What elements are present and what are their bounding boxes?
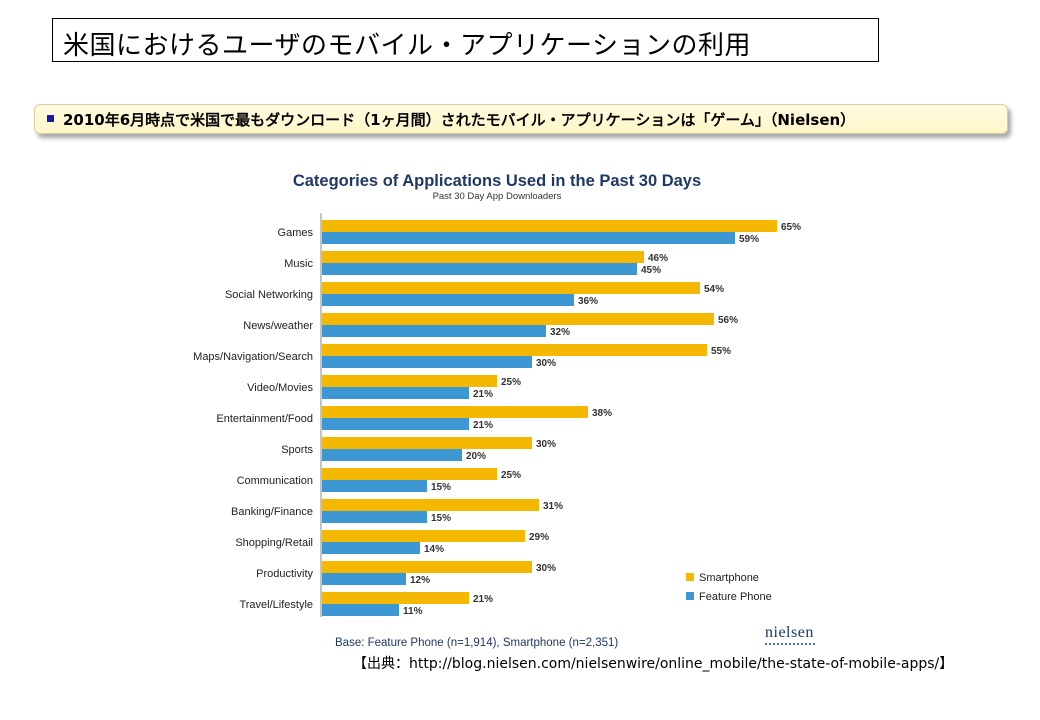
value-label-smartphone-shopping-retail: 29% (529, 532, 549, 543)
value-label-smartphone-video-movies: 25% (501, 377, 521, 388)
bar-smartphone-communication (322, 468, 497, 480)
chart-subtitle: Past 30 Day App Downloaders (433, 191, 562, 202)
square-bullet-icon (47, 115, 54, 122)
value-label-smartphone-maps-navigation-search: 55% (711, 346, 731, 357)
bar-smartphone-maps-navigation-search (322, 344, 707, 356)
bar-smartphone-sports (322, 437, 532, 449)
category-label-news-weather: News/weather (243, 320, 313, 332)
page-title: 米国におけるユーザのモバイル・アプリケーションの利用 (63, 31, 751, 61)
category-label-banking-finance: Banking/Finance (231, 506, 313, 518)
value-label-feature-phone-travel-lifestyle: 11% (403, 606, 423, 617)
category-label-productivity: Productivity (256, 568, 313, 580)
value-label-feature-phone-social-networking: 36% (578, 296, 598, 307)
logo-underline (765, 643, 815, 645)
value-label-feature-phone-games: 59% (739, 234, 759, 245)
bar-smartphone-games (322, 220, 777, 232)
bar-feature-phone-maps-navigation-search (322, 356, 532, 368)
bars-group: Games 65% 59% Music 46%45% Social Networking 5… (193, 220, 801, 617)
value-label-feature-phone-video-movies: 21% (473, 389, 493, 400)
value-label-smartphone-news-weather: 56% (718, 315, 738, 326)
value-label-smartphone-communication: 25% (501, 470, 521, 481)
banner-text: 2010年6月時点で米国で最もダウンロード（1ヶ月間）されたモバイル・アプリケー… (63, 111, 856, 129)
chart-title: Categories of Applications Used in the P… (293, 172, 701, 190)
chart-footnote: Base: Feature Phone (n=1,914), Smartphon… (335, 637, 618, 649)
bar-smartphone-shopping-retail (322, 530, 525, 542)
bar-feature-phone-social-networking (322, 294, 574, 306)
bar-feature-phone-sports (322, 449, 462, 461)
legend-swatch-feature-phone (686, 592, 694, 600)
category-label-maps-navigation-search: Maps/Navigation/Search (193, 351, 313, 363)
bar-feature-phone-games (322, 232, 735, 244)
bar-smartphone-music (322, 251, 644, 263)
title-box: 米国におけるユーザのモバイル・アプリケーションの利用 (52, 18, 879, 62)
category-label-sports: Sports (281, 444, 313, 456)
value-label-feature-phone-music: 45% (641, 265, 661, 276)
legend: Smartphone Feature Phone (686, 572, 772, 603)
value-label-feature-phone-entertainment-food: 21% (473, 420, 493, 431)
category-label-games: Games (278, 227, 314, 239)
value-label-smartphone-banking-finance: 31% (543, 501, 563, 512)
value-label-feature-phone-sports: 20% (466, 451, 486, 462)
legend-label-feature-phone: Feature Phone (699, 591, 772, 603)
bar-smartphone-news-weather (322, 313, 714, 325)
value-label-smartphone-sports: 30% (536, 439, 556, 450)
summary-banner: 2010年6月時点で米国で最もダウンロード（1ヶ月間）されたモバイル・アプリケー… (34, 104, 1008, 134)
category-label-video-movies: Video/Movies (247, 382, 313, 394)
bar-feature-phone-entertainment-food (322, 418, 469, 430)
bar-feature-phone-news-weather (322, 325, 546, 337)
value-label-smartphone-travel-lifestyle: 21% (473, 594, 493, 605)
category-label-travel-lifestyle: Travel/Lifestyle (239, 599, 313, 611)
value-label-feature-phone-banking-finance: 15% (431, 513, 451, 524)
category-label-entertainment-food: Entertainment/Food (216, 413, 313, 425)
value-label-smartphone-music: 46% (648, 253, 668, 264)
value-label-feature-phone-shopping-retail: 14% (424, 544, 444, 555)
value-label-smartphone-games: 65% (781, 222, 801, 233)
bar-smartphone-social-networking (322, 282, 700, 294)
value-label-smartphone-entertainment-food: 38% (592, 408, 612, 419)
value-label-smartphone-social-networking: 54% (704, 284, 724, 295)
bar-smartphone-travel-lifestyle (322, 592, 469, 604)
bar-feature-phone-productivity (322, 573, 406, 585)
bar-feature-phone-music (322, 263, 637, 275)
category-label-social-networking: Social Networking (225, 289, 313, 301)
legend-label-smartphone: Smartphone (699, 572, 759, 584)
value-label-feature-phone-maps-navigation-search: 30% (536, 358, 556, 369)
nielsen-logo: nielsen (765, 624, 814, 641)
bar-smartphone-entertainment-food (322, 406, 588, 418)
bar-smartphone-banking-finance (322, 499, 539, 511)
value-label-feature-phone-productivity: 12% (410, 575, 430, 586)
bar-feature-phone-communication (322, 480, 427, 492)
bar-smartphone-video-movies (322, 375, 497, 387)
value-label-smartphone-productivity: 30% (536, 563, 556, 574)
legend-swatch-smartphone (686, 573, 694, 581)
source-citation: 【出典：http://blog.nielsen.com/nielsenwire/… (353, 656, 954, 672)
bar-smartphone-productivity (322, 561, 532, 573)
value-label-feature-phone-news-weather: 32% (550, 327, 570, 338)
bar-feature-phone-travel-lifestyle (322, 604, 399, 616)
bar-feature-phone-video-movies (322, 387, 469, 399)
bar-feature-phone-banking-finance (322, 511, 427, 523)
value-label-feature-phone-communication: 15% (431, 482, 451, 493)
category-label-communication: Communication (237, 475, 313, 487)
bar-feature-phone-shopping-retail (322, 542, 420, 554)
category-label-shopping-retail: Shopping/Retail (235, 537, 313, 549)
category-label-music: Music (284, 258, 313, 270)
